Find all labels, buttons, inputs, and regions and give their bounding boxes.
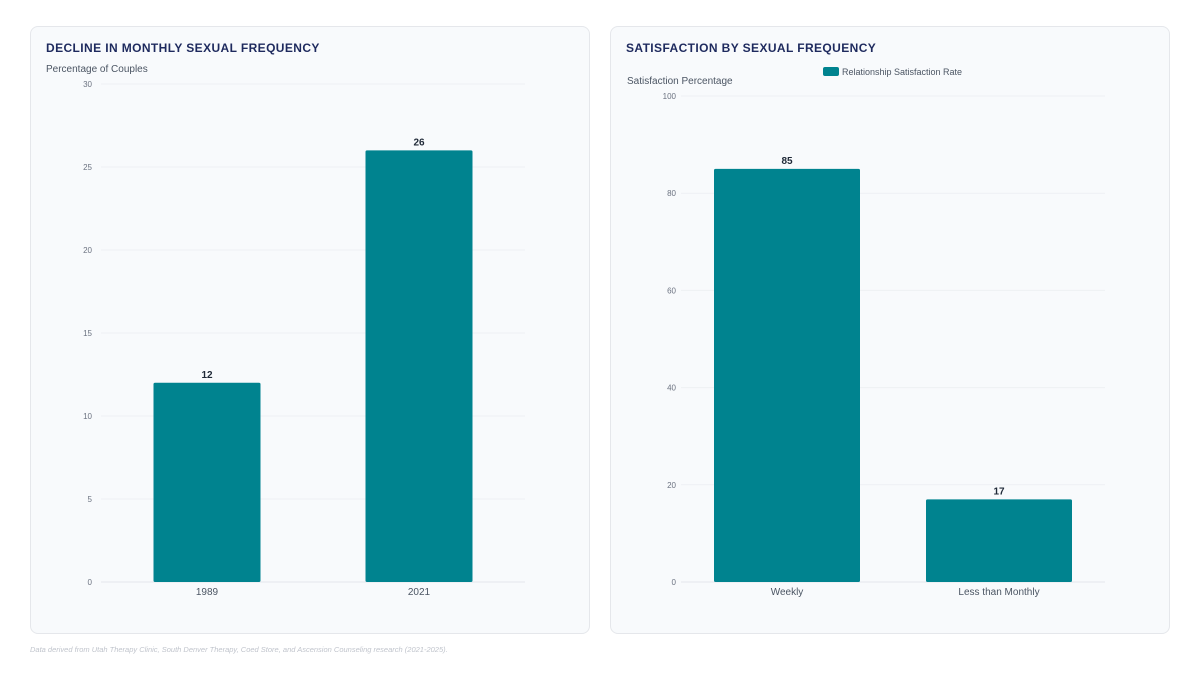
y-tick-label: 20 xyxy=(83,246,92,255)
y-tick-label: 80 xyxy=(667,189,676,198)
bar xyxy=(714,168,860,582)
y-tick-label: 100 xyxy=(663,92,677,101)
chart-panel-satisfaction: SATISFACTION BY SEXUAL FREQUENCY Satisfa… xyxy=(610,26,1170,634)
y-axis-label: Percentage of Couples xyxy=(46,64,148,75)
bar-value-label: 26 xyxy=(413,137,425,148)
x-tick-label: Weekly xyxy=(771,587,804,598)
source-footnote: Data derived from Utah Therapy Clinic, S… xyxy=(30,645,448,654)
y-tick-label: 60 xyxy=(667,286,676,295)
bar-value-label: 17 xyxy=(993,486,1005,497)
x-tick-label: 1989 xyxy=(196,587,219,598)
satisfaction-bar-chart: Satisfaction Percentage 0 20 40 60 80 100 85 Wee… xyxy=(627,67,1105,598)
bar xyxy=(926,499,1072,582)
legend-swatch xyxy=(823,67,839,76)
y-tick-label: 20 xyxy=(667,481,676,490)
x-tick-label: 2021 xyxy=(408,587,431,598)
y-tick-label: 40 xyxy=(667,384,676,393)
y-tick-label: 15 xyxy=(83,329,92,338)
bar xyxy=(153,382,261,582)
bar-value-label: 12 xyxy=(201,370,213,381)
x-tick-label: Less than Monthly xyxy=(958,587,1039,598)
frequency-bar-chart: Percentage of Couples 0 5 10 15 20 25 30 12 1989 2… xyxy=(46,64,525,598)
y-tick-label: 25 xyxy=(83,163,92,172)
chart-panel-frequency: DECLINE IN MONTHLY SEXUAL FREQUENCY Perc… xyxy=(30,26,590,634)
y-tick-label: 0 xyxy=(88,578,93,587)
y-tick-label: 30 xyxy=(83,80,92,89)
y-tick-label: 5 xyxy=(88,495,93,504)
legend-label: Relationship Satisfaction Rate xyxy=(842,67,962,77)
chart-title: SATISFACTION BY SEXUAL FREQUENCY xyxy=(626,41,877,55)
bar-value-label: 85 xyxy=(781,156,793,167)
y-tick-label: 10 xyxy=(83,412,92,421)
bar xyxy=(365,150,473,582)
y-tick-label: 0 xyxy=(672,578,677,587)
y-axis-label: Satisfaction Percentage xyxy=(627,76,733,87)
chart-title: DECLINE IN MONTHLY SEXUAL FREQUENCY xyxy=(46,41,320,55)
